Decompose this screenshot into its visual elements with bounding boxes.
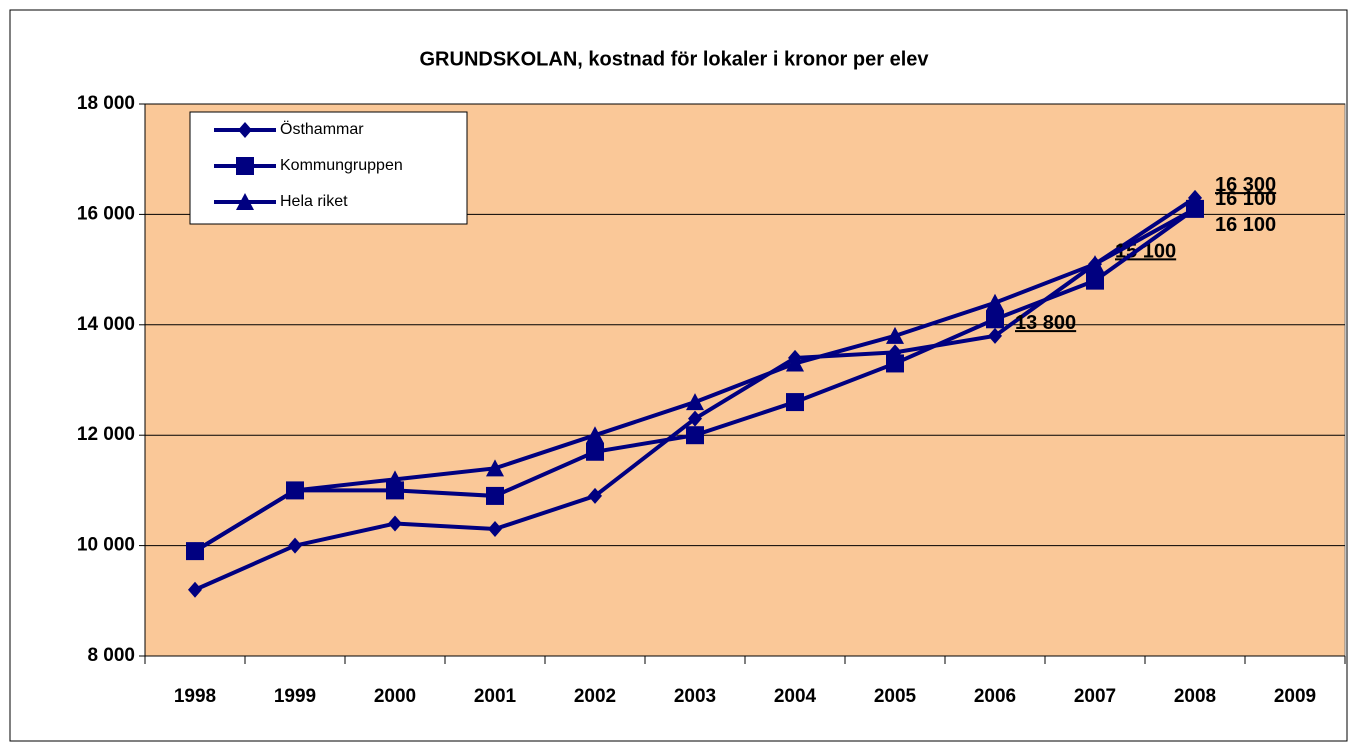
legend-label: Hela riket [280, 193, 348, 210]
marker [688, 410, 702, 427]
marker [786, 354, 804, 372]
marker [386, 470, 404, 488]
marker [288, 537, 302, 554]
x-tick-label: 1999 [274, 686, 316, 707]
marker [388, 515, 402, 532]
data-label: 16 300 [1215, 174, 1276, 196]
x-tick-label: 2007 [1074, 686, 1116, 707]
marker [586, 426, 604, 444]
x-tick-label: 2008 [1174, 686, 1216, 707]
marker [486, 459, 504, 477]
legend: Östhammar Kommungruppen Hela riket [189, 111, 468, 225]
chart-title: GRUNDSKOLAN, kostnad för lokaler i krono… [420, 48, 930, 70]
y-tick-label: 14 000 [77, 314, 135, 335]
marker [586, 442, 604, 461]
legend-marker [236, 193, 254, 210]
marker [886, 326, 904, 344]
x-tick-label: 2001 [474, 686, 517, 707]
marker [1086, 255, 1104, 273]
x-tick-label: 2000 [374, 686, 416, 707]
marker [188, 581, 202, 598]
marker [286, 481, 304, 499]
legend-marker [236, 157, 254, 175]
data-label: 13 800 [1015, 312, 1076, 334]
data-label: 16 100 [1215, 188, 1276, 210]
marker [186, 542, 204, 560]
x-tick-label: 2009 [1274, 686, 1316, 707]
marker [488, 521, 502, 538]
marker [786, 393, 804, 412]
data-label: 16 100 [1215, 214, 1276, 236]
marker [686, 426, 704, 445]
x-tick-label: 2002 [574, 686, 616, 707]
x-tick-label: 2006 [974, 686, 1016, 707]
marker [1086, 271, 1104, 290]
x-tick-label: 2005 [874, 686, 917, 707]
y-tick-label: 18 000 [77, 93, 135, 114]
marker [886, 354, 904, 373]
marker [988, 327, 1002, 344]
x-tick-label: 2004 [774, 686, 817, 707]
x-tick-label: 1998 [174, 686, 216, 707]
y-tick-label: 10 000 [77, 535, 135, 556]
legend-label: Östhammar [280, 120, 364, 138]
y-tick-label: 16 000 [77, 203, 135, 224]
marker [986, 310, 1004, 329]
y-tick-label: 8 000 [87, 645, 135, 666]
marker [486, 486, 504, 505]
legend-label: Kommungruppen [280, 157, 403, 174]
marker [1186, 199, 1204, 217]
marker [986, 293, 1004, 311]
legend-marker [238, 122, 252, 138]
x-tick-label: 2003 [674, 686, 716, 707]
y-tick-label: 12 000 [77, 424, 135, 445]
marker [686, 393, 704, 411]
marker [588, 487, 602, 504]
